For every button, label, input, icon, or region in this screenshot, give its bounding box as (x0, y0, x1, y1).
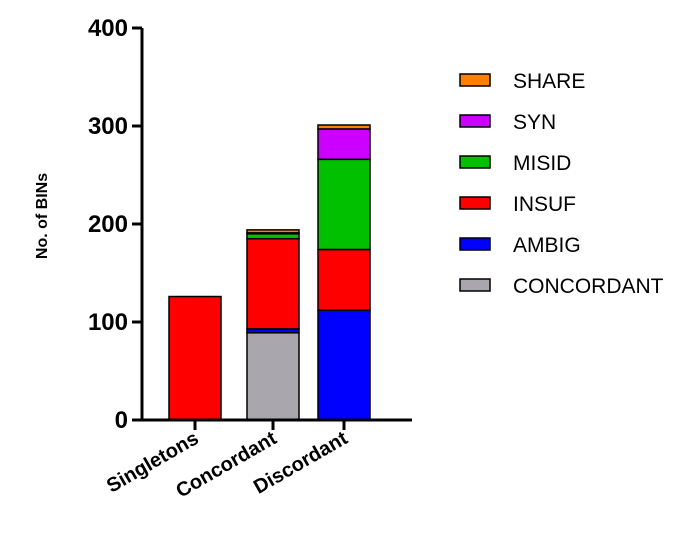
legend-label: INSUF (513, 193, 576, 216)
bar-segment (317, 124, 371, 130)
legend: SHARE SYN MISID INSUF AMBIG CONCORDANT (459, 70, 664, 298)
legend-label: MISID (513, 152, 571, 175)
y-axis-ticks: 0 100 200 300 400 (88, 15, 142, 434)
legend-swatch (459, 278, 491, 292)
bar-segment (246, 237, 300, 330)
legend-label: AMBIG (513, 234, 581, 257)
bar-segment (317, 248, 371, 311)
bar-segment (168, 295, 222, 421)
y-tick-label: 400 (88, 15, 128, 42)
legend-swatch (459, 73, 491, 87)
bar-segment (246, 229, 300, 234)
y-tick-label: 300 (88, 113, 128, 140)
bars-group (168, 124, 371, 421)
legend-swatch (459, 196, 491, 210)
legend-label: CONCORDANT (513, 275, 664, 298)
y-tick-label: 100 (88, 309, 128, 336)
legend-label: SYN (513, 111, 556, 134)
bar-segment (246, 332, 300, 421)
legend-swatch (459, 155, 491, 169)
legend-swatch (459, 237, 491, 251)
y-axis-title: No. of BINs (34, 173, 51, 259)
bar-segment (317, 128, 371, 161)
y-tick-label: 0 (115, 407, 128, 434)
legend-label: SHARE (513, 70, 585, 93)
bar-segment (317, 158, 371, 251)
y-tick-label: 200 (88, 211, 128, 238)
bar-segment (317, 309, 371, 421)
legend-swatch (459, 114, 491, 128)
